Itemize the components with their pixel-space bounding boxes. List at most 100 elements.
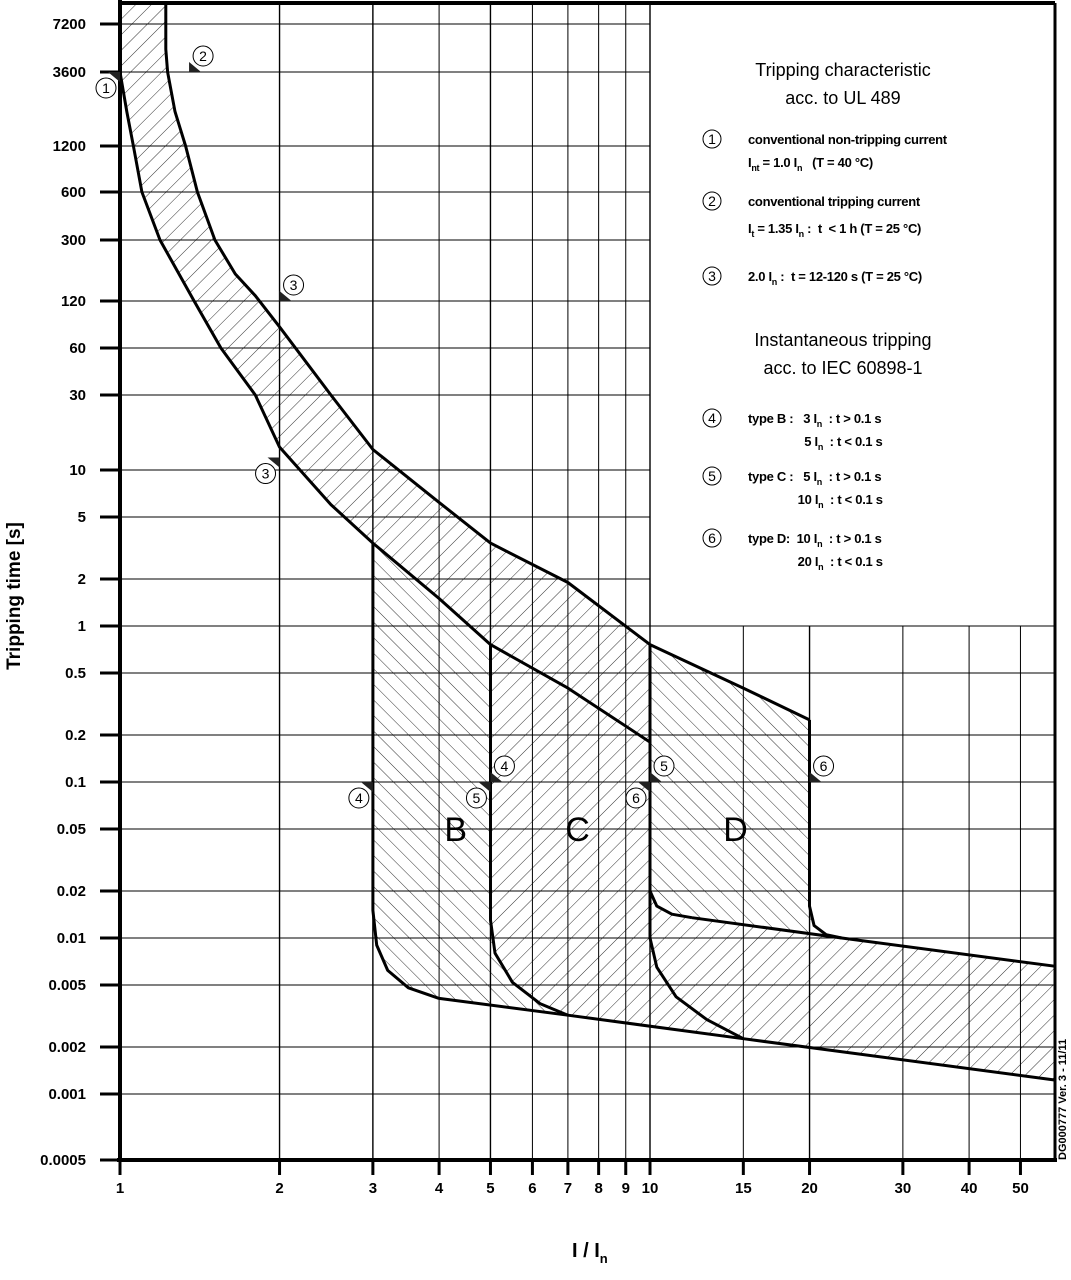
legend-text: type B : 3 In : t > 0.1 s xyxy=(748,411,881,429)
y-tick-label: 0.005 xyxy=(48,977,86,994)
legend-number: 5 xyxy=(708,468,716,484)
legend-subscript: n xyxy=(817,419,822,429)
legend-text: type C : 5 In : t > 0.1 s xyxy=(748,469,881,487)
legend-item-4: 4 type B : 3 In : t > 0.1 s 5 In : t < 0.… xyxy=(702,408,883,452)
legend-number: 4 xyxy=(708,410,716,426)
y-tick-label: 0.5 xyxy=(65,665,86,682)
y-tick-label: 3600 xyxy=(53,64,86,81)
y-axis-title: Tripping time [s] xyxy=(4,522,25,670)
x-tick-label: 4 xyxy=(435,1180,444,1197)
marker-wedge-icon xyxy=(650,772,662,782)
marker-number: 4 xyxy=(501,758,509,774)
legend-text: 5 In : t < 0.1 s xyxy=(748,434,882,452)
legend-subscript: n xyxy=(818,442,823,452)
legend-text-segment: type C : 5 I xyxy=(748,469,817,484)
marker-circle-icon xyxy=(192,45,214,67)
marker-circle-icon xyxy=(493,755,515,777)
legend-title: Instantaneous tripping xyxy=(754,330,931,350)
x-tick-label: 30 xyxy=(895,1180,912,1197)
marker-wedge-icon xyxy=(478,782,491,792)
marker-6: 6 xyxy=(625,782,650,809)
y-tick-label: 300 xyxy=(61,232,86,249)
type-c-boundary xyxy=(489,644,569,1017)
legend-number: 3 xyxy=(708,268,716,284)
x-axis-title-sub: n xyxy=(600,1251,608,1266)
marker-1: 1 xyxy=(95,72,120,99)
x-tick-label: 5 xyxy=(486,1180,494,1197)
marker-circle-icon xyxy=(283,274,305,296)
legend-text-segment: : t > 0.1 s xyxy=(822,531,881,546)
x-tick-label: 6 xyxy=(528,1180,536,1197)
legend-number-circle-icon xyxy=(702,129,722,149)
region-d xyxy=(650,644,842,938)
legend-text: It = 1.35 In : t < 1 h (T = 25 °C) xyxy=(748,221,921,239)
legend-text: 2.0 In : t = 12-120 s (T = 25 °C) xyxy=(748,269,922,287)
legend-text-segment: = 1.0 I xyxy=(759,155,797,170)
legend-title: acc. to UL 489 xyxy=(785,88,900,108)
marker-circle-icon xyxy=(653,755,675,777)
marker-4: 4 xyxy=(348,782,373,809)
x-tick-label: 20 xyxy=(801,1180,818,1197)
thermal-upper-curve xyxy=(164,3,811,722)
y-tick-label: 60 xyxy=(69,340,86,357)
legend-subscript: t xyxy=(751,229,754,239)
marker-number: 3 xyxy=(290,277,298,293)
marker-wedge-icon xyxy=(267,457,280,468)
type-b-boundary xyxy=(371,543,440,1000)
x-axis-title: I / In xyxy=(572,1240,608,1266)
document-code: DG000777 Ver. 3 - 11/11 xyxy=(1057,1039,1069,1160)
marker-wedge-icon xyxy=(638,782,650,792)
legend-number-circle-icon xyxy=(702,408,722,428)
y-tick-label: 1200 xyxy=(53,138,86,155)
y-tick-label: 2 xyxy=(78,571,86,588)
legend-number-circle-icon xyxy=(702,191,722,211)
marker-wedge-icon xyxy=(279,291,292,301)
thermal-lower-curve xyxy=(120,3,651,744)
marker-number: 2 xyxy=(199,48,207,64)
legend-text: conventional non-tripping current xyxy=(748,132,948,147)
legend-text-segment: : t = 12-120 s (T = 25 °C) xyxy=(777,269,922,284)
region-label-d: D xyxy=(723,811,748,849)
x-tick-label: 3 xyxy=(369,1180,377,1197)
region-c xyxy=(490,644,744,1039)
curves xyxy=(120,3,1055,1082)
legend-text: type D: 10 In : t > 0.1 s xyxy=(748,531,882,549)
marker-wedge-icon xyxy=(809,772,822,782)
legend-text-segment: type D: 10 I xyxy=(748,531,817,546)
legend-text-segment: = 1.35 I xyxy=(754,221,799,236)
x-tick-label: 1 xyxy=(116,1180,124,1197)
legend-subscript: n xyxy=(772,277,777,287)
legend-item-1: 1 conventional non-tripping current Int = … xyxy=(702,129,948,173)
x-axis-title-main: I / I xyxy=(572,1240,600,1262)
region-b xyxy=(372,543,568,1016)
marker-3: 3 xyxy=(279,274,305,301)
legend-text-segment: : t < 0.1 s xyxy=(823,434,882,449)
y-tick-label: 0.02 xyxy=(57,883,86,900)
legend-text-segment: I xyxy=(748,155,751,170)
legend-subscript: n xyxy=(799,229,804,239)
y-tick-label: 0.1 xyxy=(65,774,86,791)
region-labels: B C D xyxy=(444,811,747,849)
legend-subscript: nt xyxy=(751,163,759,173)
instantaneous-upper-line xyxy=(691,916,1055,968)
marker-5: 5 xyxy=(465,782,491,809)
legend-text-segment: conventional non-tripping current xyxy=(748,132,948,147)
legend-text: Int = 1.0 In (T = 40 °C) xyxy=(748,155,873,173)
marker-wedge-icon xyxy=(490,772,503,782)
marker-circle-icon xyxy=(348,787,370,809)
y-tick-label: 10 xyxy=(69,462,86,479)
y-tick-label: 0.001 xyxy=(48,1086,86,1103)
legend-number-circle-icon xyxy=(702,528,722,548)
legend-text-segment: 20 I xyxy=(748,554,818,569)
y-tick-label: 0.2 xyxy=(65,727,86,744)
legend-number-circle-icon xyxy=(702,266,722,286)
legend-text: 20 In : t < 0.1 s xyxy=(748,554,883,572)
x-tick-label: 15 xyxy=(735,1180,752,1197)
instantaneous-lower-line xyxy=(438,996,1055,1082)
y-tick-label: 0.05 xyxy=(57,821,86,838)
y-tick-label: 120 xyxy=(61,293,86,310)
marker-number: 6 xyxy=(632,790,640,806)
marker-6: 6 xyxy=(809,755,835,782)
instantaneous-band-region xyxy=(650,891,1055,1080)
legend-title: Tripping characteristic xyxy=(755,60,930,80)
